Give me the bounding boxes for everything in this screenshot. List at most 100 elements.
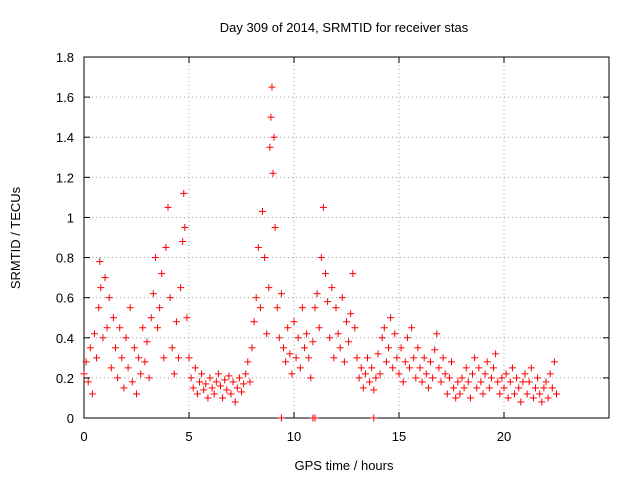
data-point bbox=[135, 354, 143, 362]
data-point bbox=[439, 354, 447, 362]
data-point bbox=[548, 384, 556, 392]
data-point bbox=[137, 370, 145, 378]
data-point bbox=[122, 334, 130, 342]
data-point bbox=[469, 370, 476, 378]
data-point bbox=[204, 394, 212, 402]
data-point bbox=[259, 207, 266, 215]
data-point bbox=[317, 254, 325, 262]
data-point bbox=[519, 378, 527, 386]
data-point bbox=[332, 304, 340, 312]
data-point bbox=[471, 354, 479, 362]
y-tick-label: 1.2 bbox=[56, 170, 74, 185]
data-point bbox=[427, 358, 434, 366]
x-tick-label: 10 bbox=[287, 429, 301, 444]
data-point bbox=[124, 364, 132, 372]
data-point bbox=[479, 390, 487, 398]
data-point bbox=[223, 386, 231, 394]
data-point bbox=[441, 370, 449, 378]
data-point bbox=[256, 304, 264, 312]
data-point bbox=[151, 254, 159, 262]
data-point bbox=[269, 169, 277, 177]
data-point bbox=[511, 390, 518, 398]
data-point bbox=[313, 290, 321, 298]
data-point bbox=[513, 374, 521, 382]
data-point bbox=[347, 310, 355, 318]
data-point bbox=[149, 290, 157, 298]
data-point bbox=[445, 374, 453, 382]
data-point bbox=[141, 358, 149, 366]
data-point bbox=[515, 384, 523, 392]
data-point bbox=[401, 358, 409, 366]
data-point bbox=[112, 344, 119, 352]
data-point bbox=[200, 386, 208, 394]
y-tick-label: 0 bbox=[67, 411, 74, 426]
data-point bbox=[210, 390, 218, 398]
data-point bbox=[504, 394, 512, 402]
data-point bbox=[498, 374, 506, 382]
data-point bbox=[116, 324, 124, 332]
data-point bbox=[154, 324, 161, 332]
data-point bbox=[202, 380, 210, 388]
data-point bbox=[454, 378, 462, 386]
data-point-zero bbox=[311, 414, 319, 422]
data-point bbox=[466, 394, 474, 402]
data-point bbox=[175, 354, 182, 362]
data-point bbox=[550, 358, 558, 366]
data-point bbox=[506, 378, 514, 386]
data-point bbox=[103, 324, 111, 332]
data-point bbox=[334, 330, 342, 338]
data-point bbox=[82, 358, 90, 366]
data-point bbox=[508, 364, 516, 372]
data-point bbox=[483, 358, 491, 366]
data-point bbox=[487, 374, 495, 382]
data-point bbox=[490, 364, 497, 372]
data-point bbox=[448, 358, 455, 366]
data-point bbox=[95, 304, 103, 312]
y-tick-label: 1.6 bbox=[56, 90, 74, 105]
data-point bbox=[198, 370, 206, 378]
data-point bbox=[553, 390, 560, 398]
data-point bbox=[292, 354, 300, 362]
x-tick-label: 15 bbox=[392, 429, 406, 444]
data-point bbox=[298, 304, 306, 312]
axis-ticks bbox=[83, 56, 609, 419]
data-point bbox=[433, 330, 441, 338]
data-point bbox=[96, 258, 104, 266]
data-point bbox=[534, 374, 542, 382]
data-point bbox=[521, 370, 529, 378]
data-point bbox=[403, 334, 411, 342]
data-point bbox=[429, 374, 437, 382]
data-point bbox=[328, 284, 336, 292]
x-axis-title: GPS time / hours bbox=[295, 458, 394, 473]
data-point bbox=[458, 374, 466, 382]
data-point bbox=[91, 330, 98, 338]
data-point bbox=[109, 314, 117, 322]
data-point bbox=[118, 354, 126, 362]
data-point bbox=[376, 370, 384, 378]
data-point bbox=[319, 203, 327, 211]
data-point bbox=[212, 378, 220, 386]
data-point bbox=[414, 344, 422, 352]
data-point bbox=[473, 384, 481, 392]
grid-lines bbox=[84, 57, 609, 418]
data-point-zero bbox=[277, 414, 285, 422]
data-point bbox=[393, 354, 401, 362]
data-point bbox=[139, 324, 147, 332]
data-point bbox=[254, 244, 262, 252]
data-point bbox=[542, 378, 550, 386]
data-point bbox=[349, 270, 357, 278]
data-point bbox=[322, 270, 329, 278]
data-point bbox=[158, 270, 166, 278]
data-point bbox=[268, 83, 276, 91]
data-point bbox=[496, 390, 504, 398]
data-point bbox=[143, 338, 151, 346]
data-point bbox=[235, 374, 243, 382]
data-point bbox=[366, 378, 374, 386]
data-point bbox=[338, 294, 346, 302]
data-point bbox=[500, 384, 508, 392]
data-point bbox=[309, 338, 317, 346]
data-point bbox=[517, 398, 525, 406]
data-point bbox=[532, 384, 539, 392]
data-point bbox=[307, 374, 315, 382]
data-point bbox=[301, 344, 308, 352]
